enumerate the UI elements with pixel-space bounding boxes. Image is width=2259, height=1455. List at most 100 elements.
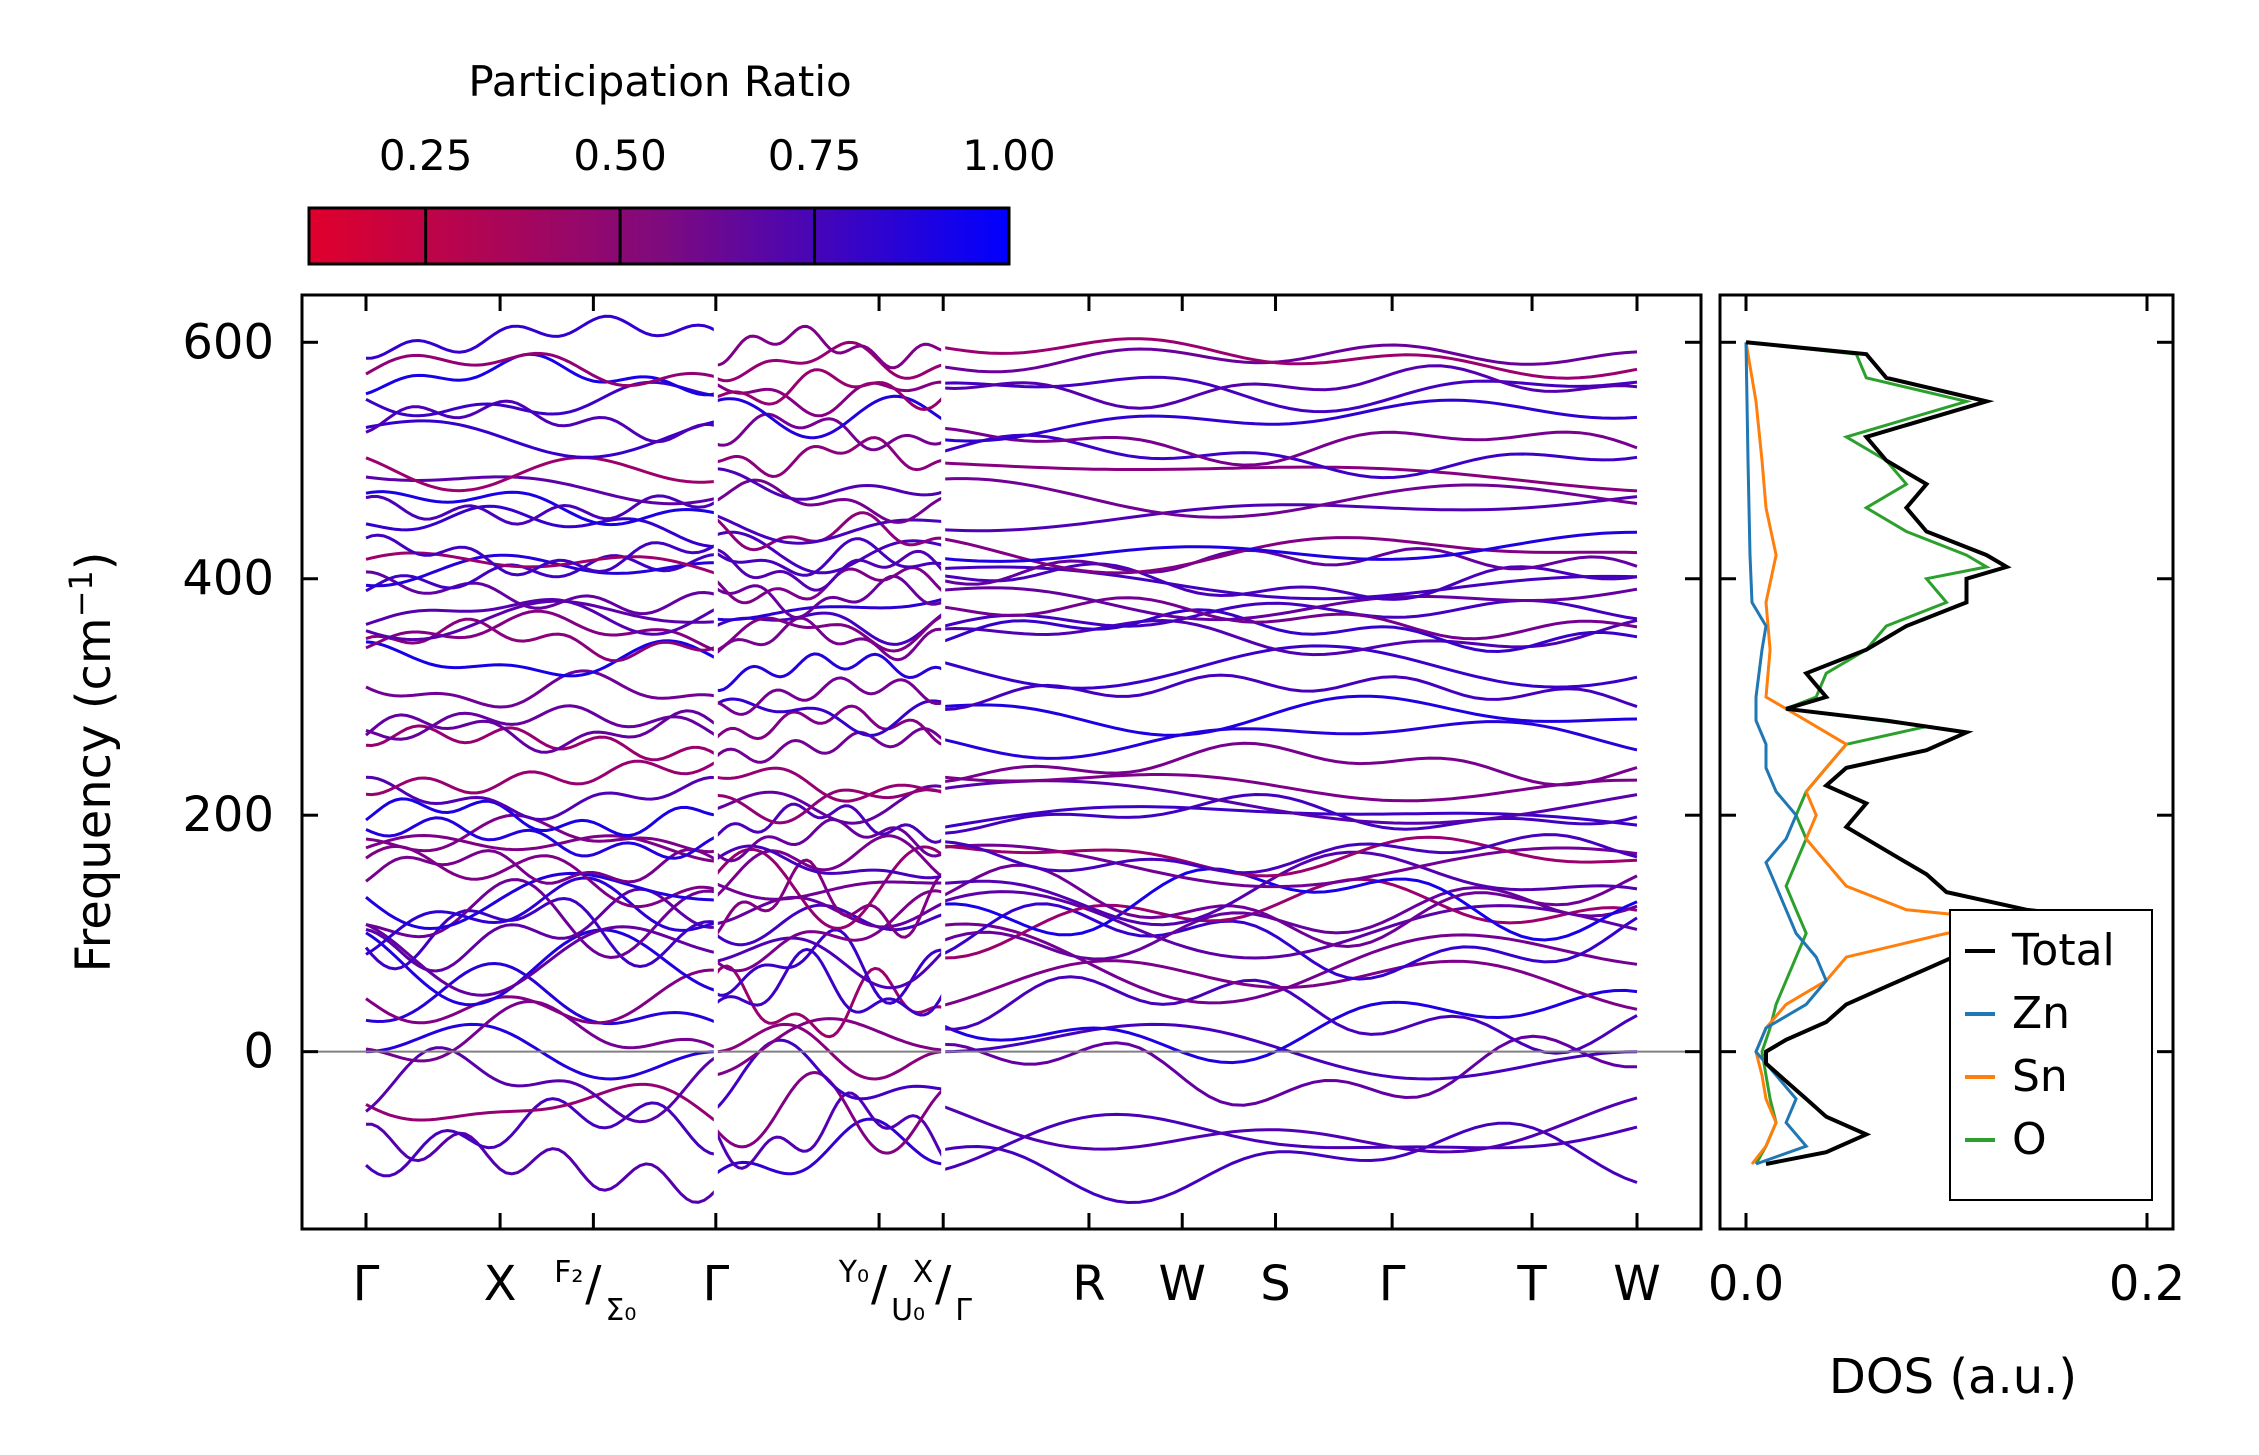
dos-frame (1718, 293, 2175, 1231)
segment-separators (713, 297, 946, 1227)
dispersion-branch (715, 1017, 944, 1077)
dispersion-branch (714, 858, 945, 939)
dispersion-branch (943, 495, 1638, 533)
dispersion-branch (942, 720, 1638, 760)
dispersion-branch (365, 419, 717, 459)
dispersion-branch (714, 802, 944, 844)
dispersion-branch (943, 375, 1638, 414)
dispersion-branch (364, 896, 716, 971)
dispersion-branch (943, 618, 1638, 657)
dispersion-branch (714, 947, 945, 1017)
y-tick-label: 600 (182, 314, 274, 370)
dispersion-branch (943, 833, 1638, 875)
dispersion-branch (715, 597, 944, 622)
dos-x-tick-label: 0.0 (1708, 1256, 1784, 1312)
dispersion-branch (365, 928, 717, 1007)
dispersion-branch (943, 850, 1638, 927)
dispersion-branch (714, 817, 944, 863)
legend-label: Zn (2012, 988, 2070, 1039)
colorbar-tick-label: 0.75 (768, 131, 862, 180)
dos-panel: 0.0 0.2 DOS (a.u.) Total Zn Sn O (1708, 293, 2185, 1405)
dispersion-branch (714, 511, 944, 552)
dispersion-branch (714, 834, 945, 898)
dispersion-branch (715, 574, 944, 620)
dispersion-branch (365, 968, 716, 1025)
colorbar: Participation Ratio 0.25 0.50 0.75 1.00 (307, 57, 1056, 266)
dos-series-sn (1744, 342, 2027, 1165)
x-tick-label: S (1260, 1256, 1290, 1312)
legend-box (1949, 909, 2153, 1201)
x-tick-label: R (1072, 1256, 1105, 1312)
dispersion-branch (943, 1034, 1638, 1107)
dispersion-branch (942, 608, 1638, 654)
dispersion-branch (365, 878, 717, 960)
dispersion-branch (715, 766, 944, 803)
dispersion-branch (365, 669, 717, 709)
dispersion-branch (365, 314, 717, 360)
dispersion-branch (365, 871, 716, 931)
dispersion-branch (715, 614, 944, 653)
dispersion-branch (943, 922, 1638, 1005)
dispersion-branch (365, 609, 717, 652)
y-tick-label: 400 (182, 551, 274, 607)
colorbar-tick-label: 0.25 (379, 131, 473, 180)
dispersion-branch (365, 709, 717, 754)
dispersion-branch (365, 876, 717, 956)
dispersion-branch (943, 975, 1638, 1055)
dispersion-branch (942, 959, 1638, 1011)
x-tick-label: Γ (353, 1256, 380, 1312)
dispersion-branch (365, 797, 717, 838)
dispersion-branch (365, 704, 717, 741)
dispersion-branch (366, 1122, 717, 1204)
dispersion-branch (942, 1096, 1638, 1154)
dispersion-branch (943, 364, 1638, 410)
colorbar-tick-label: 0.50 (573, 131, 667, 180)
y-ticks: 0 200 400 600 (182, 314, 1701, 1080)
dispersion-branch (714, 1091, 945, 1170)
dispersion-branch (365, 599, 716, 642)
dispersion-branch (942, 596, 1638, 641)
dispersion-frame (300, 293, 1703, 1231)
dispersion-branch (365, 351, 717, 388)
dispersion-branch (365, 352, 717, 397)
dispersion-branch (365, 833, 716, 863)
dispersion-branch (715, 368, 945, 412)
dispersion-branch (943, 398, 1638, 443)
dispersion-branch (715, 936, 945, 990)
y-axis-label-sup: −1 (62, 570, 100, 617)
dispersion-branch (942, 890, 1638, 960)
x-tick-label-top: Y₀ (838, 1255, 869, 1290)
y-axis-label: Frequency (cm−1) (62, 551, 122, 972)
dispersion-branch (714, 1070, 945, 1155)
dispersion-branch (714, 726, 945, 764)
colorbar-max-label: 1.00 (962, 131, 1056, 180)
dispersion-branch (715, 928, 944, 1005)
dispersion-branch (365, 504, 716, 548)
dispersion-branch (943, 694, 1638, 737)
dispersion-branch (365, 380, 717, 418)
dispersion-branch (365, 813, 716, 854)
dispersion-branch (365, 639, 717, 678)
dispersion-branch (942, 536, 1638, 575)
x-tick-label-bottom: Σ₀ (605, 1293, 636, 1328)
dispersion-branch (715, 547, 945, 592)
dispersion-branch (365, 1097, 717, 1178)
dispersion-branch (365, 597, 717, 636)
dos-legend: Total Zn Sn O (1949, 909, 2153, 1201)
dispersion-branch (942, 741, 1638, 787)
dispersion-branch (715, 478, 944, 524)
x-tick-label: Γ (1379, 1256, 1406, 1312)
dispersion-branch (714, 704, 944, 747)
dispersion-branch (942, 988, 1638, 1065)
legend-label: O (2012, 1114, 2047, 1165)
dispersion-branch (365, 617, 717, 663)
dispersion-branch (715, 784, 944, 825)
dispersion-branch (714, 845, 945, 930)
legend-label: Sn (2012, 1051, 2068, 1102)
dispersion-branch (942, 343, 1638, 374)
dispersion-branch (365, 494, 717, 526)
y-axis-label-text: Frequency (cm (66, 617, 122, 972)
dispersion-branch (942, 886, 1638, 961)
dispersion-branch (715, 652, 944, 693)
